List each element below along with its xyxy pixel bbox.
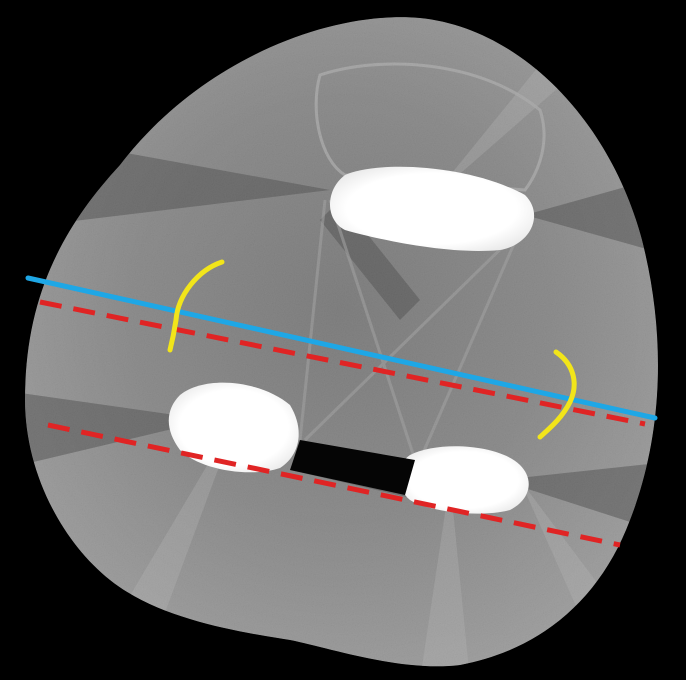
intercondylar-gap: [290, 440, 415, 495]
implant-medial-condyle: [168, 382, 299, 473]
red-dashed-line-lower: [47, 422, 621, 548]
red-dashed-line-upper: [39, 299, 646, 427]
blue-reference-line: [25, 275, 658, 421]
implant-anterior: [330, 166, 535, 251]
annotations: [25, 259, 658, 548]
implant-components: [168, 166, 535, 514]
yellow-curve-medial: [167, 259, 225, 353]
yellow-curve-lateral: [537, 349, 577, 440]
implant-lateral-condyle: [398, 446, 529, 514]
